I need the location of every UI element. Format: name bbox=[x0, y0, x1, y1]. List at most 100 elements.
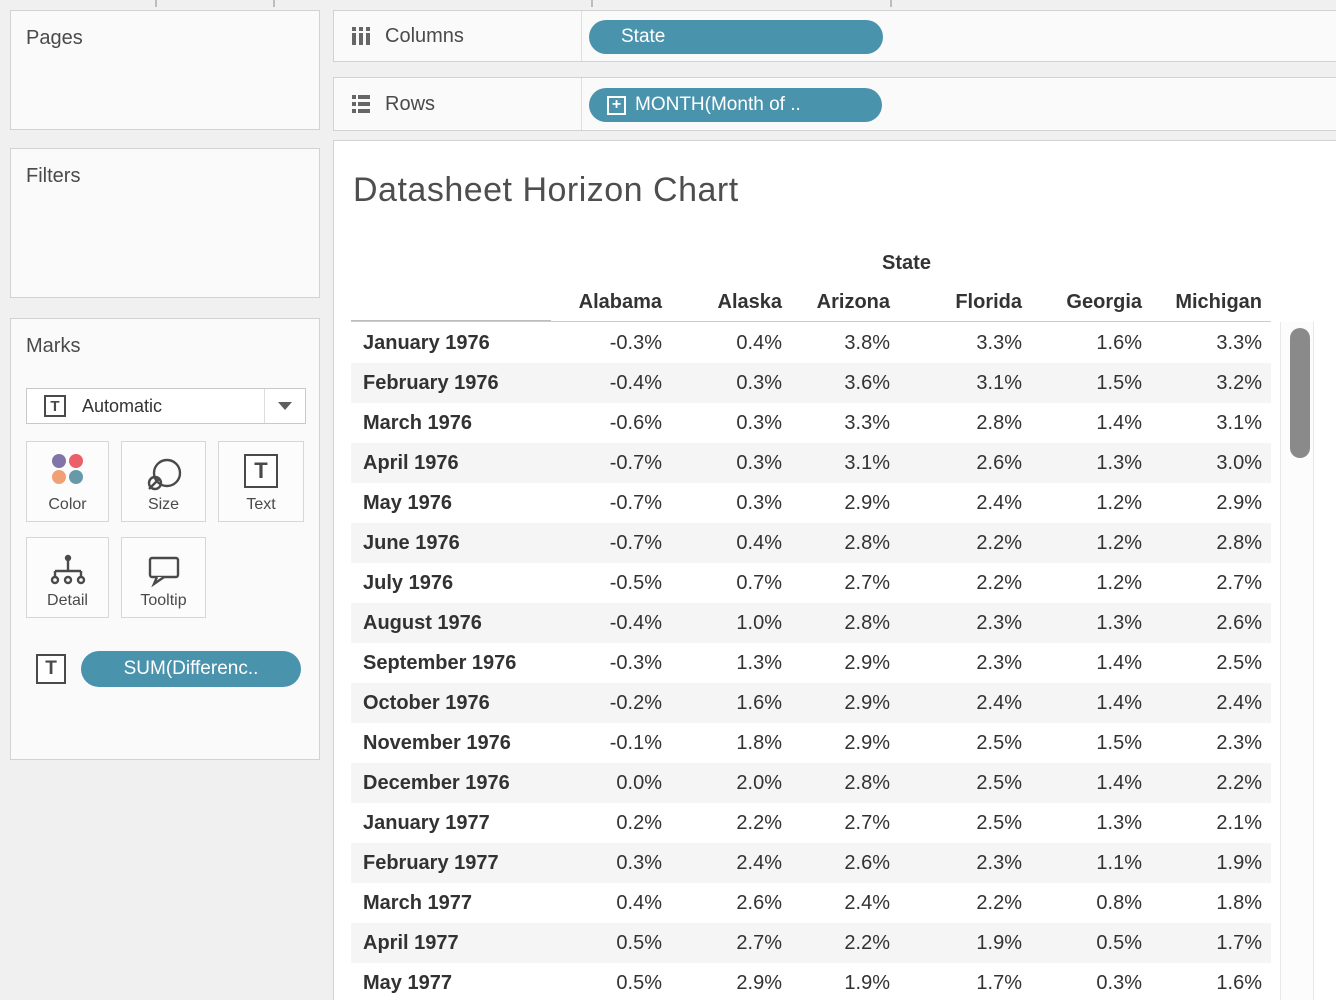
table-cell[interactable]: 1.3% bbox=[1096, 452, 1142, 474]
table-cell[interactable]: 2.7% bbox=[736, 932, 782, 954]
table-cell[interactable]: 2.5% bbox=[976, 772, 1022, 794]
table-cell[interactable]: 3.1% bbox=[976, 372, 1022, 394]
table-cell[interactable]: 3.6% bbox=[844, 372, 890, 394]
table-cell[interactable]: -0.7% bbox=[609, 452, 662, 474]
table-cell[interactable]: 2.9% bbox=[844, 692, 890, 714]
table-cell[interactable]: -0.1% bbox=[609, 732, 662, 754]
row-label[interactable]: May 1976 bbox=[363, 492, 452, 514]
row-label[interactable]: March 1976 bbox=[363, 412, 472, 434]
table-cell[interactable]: 2.7% bbox=[844, 572, 890, 594]
table-cell[interactable]: 2.9% bbox=[1216, 492, 1262, 514]
table-cell[interactable]: 1.8% bbox=[1216, 892, 1262, 914]
table-cell[interactable]: 0.5% bbox=[1096, 932, 1142, 954]
vertical-scrollbar-thumb[interactable] bbox=[1290, 328, 1310, 458]
table-cell[interactable]: -0.2% bbox=[609, 692, 662, 714]
row-label[interactable]: April 1976 bbox=[363, 452, 459, 474]
table-cell[interactable]: 1.2% bbox=[1096, 532, 1142, 554]
table-cell[interactable]: 2.6% bbox=[844, 852, 890, 874]
table-cell[interactable]: 1.2% bbox=[1096, 492, 1142, 514]
filters-shelf[interactable]: Filters bbox=[10, 148, 320, 298]
rows-shelf[interactable]: Rows + MONTH(Month of .. bbox=[333, 77, 1336, 131]
row-label[interactable]: February 1976 bbox=[363, 372, 499, 394]
table-cell[interactable]: 2.7% bbox=[1216, 572, 1262, 594]
column-header[interactable]: Alabama bbox=[578, 291, 662, 313]
table-cell[interactable]: 1.3% bbox=[1096, 612, 1142, 634]
table-cell[interactable]: -0.3% bbox=[609, 332, 662, 354]
table-cell[interactable]: 2.6% bbox=[736, 892, 782, 914]
row-label[interactable]: September 1976 bbox=[363, 652, 517, 674]
state-pill[interactable]: State bbox=[589, 20, 883, 54]
table-cell[interactable]: 1.5% bbox=[1096, 732, 1142, 754]
table-cell[interactable]: 2.4% bbox=[976, 492, 1022, 514]
vertical-scrollbar-track[interactable] bbox=[1280, 322, 1314, 1000]
table-cell[interactable]: 1.7% bbox=[1216, 932, 1262, 954]
table-cell[interactable]: 0.4% bbox=[736, 532, 782, 554]
table-cell[interactable]: 1.6% bbox=[1216, 972, 1262, 994]
table-cell[interactable]: 0.5% bbox=[616, 932, 662, 954]
table-cell[interactable]: 2.8% bbox=[844, 532, 890, 554]
table-cell[interactable]: 2.3% bbox=[1216, 732, 1262, 754]
table-cell[interactable]: 0.3% bbox=[736, 452, 782, 474]
column-header[interactable]: Florida bbox=[955, 291, 1022, 313]
table-cell[interactable]: -0.6% bbox=[609, 412, 662, 434]
table-cell[interactable]: 2.2% bbox=[844, 932, 890, 954]
table-cell[interactable]: 1.6% bbox=[736, 692, 782, 714]
table-cell[interactable]: 1.3% bbox=[736, 652, 782, 674]
table-cell[interactable]: 0.8% bbox=[1096, 892, 1142, 914]
table-cell[interactable]: 2.5% bbox=[1216, 652, 1262, 674]
table-cell[interactable]: 0.7% bbox=[736, 572, 782, 594]
column-header[interactable]: Michigan bbox=[1175, 291, 1262, 313]
table-cell[interactable]: 0.2% bbox=[616, 812, 662, 834]
table-cell[interactable]: 0.5% bbox=[616, 972, 662, 994]
table-cell[interactable]: 3.1% bbox=[1216, 412, 1262, 434]
table-cell[interactable]: 1.4% bbox=[1096, 652, 1142, 674]
month-pill[interactable]: + MONTH(Month of .. bbox=[589, 88, 882, 122]
color-button[interactable]: Color bbox=[26, 441, 109, 522]
table-cell[interactable]: 3.1% bbox=[844, 452, 890, 474]
table-cell[interactable]: 3.3% bbox=[844, 412, 890, 434]
table-cell[interactable]: 0.4% bbox=[616, 892, 662, 914]
table-cell[interactable]: 1.3% bbox=[1096, 812, 1142, 834]
table-cell[interactable]: -0.7% bbox=[609, 532, 662, 554]
chevron-down-icon[interactable] bbox=[278, 402, 292, 410]
column-header[interactable]: Alaska bbox=[717, 291, 783, 313]
column-header[interactable]: Arizona bbox=[816, 291, 890, 313]
plus-box-icon[interactable]: + bbox=[607, 95, 626, 115]
table-cell[interactable]: 1.6% bbox=[1096, 332, 1142, 354]
table-cell[interactable]: 3.0% bbox=[1216, 452, 1262, 474]
table-cell[interactable]: 1.8% bbox=[736, 732, 782, 754]
table-cell[interactable]: 2.6% bbox=[1216, 612, 1262, 634]
table-cell[interactable]: 2.5% bbox=[976, 812, 1022, 834]
row-label[interactable]: March 1977 bbox=[363, 892, 472, 914]
table-cell[interactable]: 1.5% bbox=[1096, 372, 1142, 394]
row-label[interactable]: January 1976 bbox=[363, 332, 490, 354]
table-cell[interactable]: 2.2% bbox=[736, 812, 782, 834]
table-cell[interactable]: 2.4% bbox=[736, 852, 782, 874]
column-header[interactable]: Georgia bbox=[1066, 291, 1142, 313]
table-cell[interactable]: 2.2% bbox=[1216, 772, 1262, 794]
table-cell[interactable]: 2.1% bbox=[1216, 812, 1262, 834]
columns-shelf[interactable]: Columns State bbox=[333, 10, 1336, 62]
row-label[interactable]: July 1976 bbox=[363, 572, 454, 594]
table-cell[interactable]: 2.9% bbox=[844, 652, 890, 674]
table-cell[interactable]: 1.1% bbox=[1096, 852, 1142, 874]
table-cell[interactable]: 2.7% bbox=[844, 812, 890, 834]
row-label[interactable]: May 1977 bbox=[363, 972, 452, 994]
table-cell[interactable]: 0.3% bbox=[736, 372, 782, 394]
table-cell[interactable]: 2.6% bbox=[976, 452, 1022, 474]
table-cell[interactable]: 0.4% bbox=[736, 332, 782, 354]
table-cell[interactable]: 1.9% bbox=[1216, 852, 1262, 874]
table-cell[interactable]: 2.9% bbox=[844, 492, 890, 514]
table-cell[interactable]: 2.3% bbox=[976, 652, 1022, 674]
table-cell[interactable]: 1.2% bbox=[1096, 572, 1142, 594]
table-cell[interactable]: -0.3% bbox=[609, 652, 662, 674]
table-cell[interactable]: 0.0% bbox=[616, 772, 662, 794]
table-cell[interactable]: 2.9% bbox=[844, 732, 890, 754]
size-button[interactable]: Size bbox=[121, 441, 206, 522]
table-cell[interactable]: -0.5% bbox=[609, 572, 662, 594]
table-cell[interactable]: 3.2% bbox=[1216, 372, 1262, 394]
table-cell[interactable]: 3.3% bbox=[1216, 332, 1262, 354]
row-label[interactable]: June 1976 bbox=[363, 532, 460, 554]
table-cell[interactable]: 0.3% bbox=[1096, 972, 1142, 994]
table-cell[interactable]: 1.0% bbox=[736, 612, 782, 634]
